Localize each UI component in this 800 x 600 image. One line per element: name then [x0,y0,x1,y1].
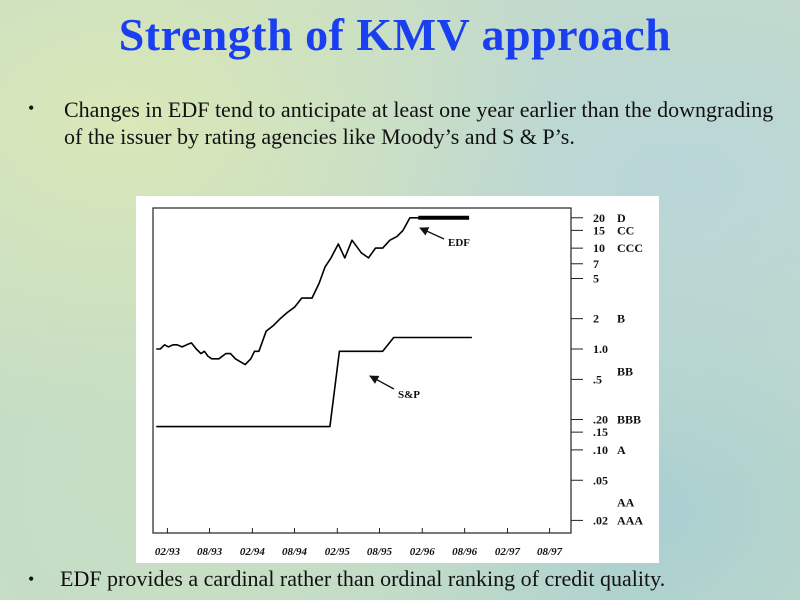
sp-series-label: S&P [398,389,420,401]
x-tick-label: 08/97 [537,546,563,558]
bullet-text: EDF provides a cardinal rather than ordi… [60,566,666,591]
y-tick-label: 20 [593,211,605,225]
rating-label: BBB [617,413,641,427]
x-tick-label: 08/96 [452,546,478,558]
x-tick-label: 02/96 [410,546,436,558]
y-tick-label: 2 [593,312,599,326]
y-tick-label: 1.0 [593,342,608,356]
x-tick-label: 08/95 [367,546,393,558]
x-tick-label: 02/95 [325,546,351,558]
x-tick-label: 02/97 [495,546,521,558]
slide-title: Strength of KMV approach [118,9,672,60]
rating-label: CC [617,223,634,237]
rating-label: B [617,312,625,326]
y-tick-label: .20 [593,413,608,427]
x-tick-label: 02/94 [240,546,266,558]
bullet-text: Changes in EDF tend to anticipate at lea… [64,97,774,149]
x-tick-label: 08/94 [282,546,308,558]
sp-arrow [369,375,395,390]
edf-series-label: EDF [448,237,470,249]
y-tick-label: 15 [593,223,605,237]
y-tick-label: 5 [593,272,599,286]
chart-svg: 02/93 08/93 02/94 08/94 02/95 08/95 02/96 08/96… [152,207,643,558]
y-tick-label: 10 [593,241,605,255]
bullet-item: • EDF provides a cardinal rather than or… [28,566,798,592]
y-tick-label: .15 [593,425,608,439]
rating-label: AA [617,496,635,510]
x-tick-label: 08/93 [197,546,223,558]
rating-label: CCC [617,241,643,255]
bullet-item: • Changes in EDF tend to anticipate at l… [28,96,788,150]
rating-label: D [617,211,626,225]
y-tick-label: .05 [593,473,608,487]
plot-frame [152,207,572,534]
bullet-symbol: • [28,98,35,118]
rating-label: AAA [617,513,643,527]
x-tick-label: 02/93 [155,546,181,558]
y-tick-label: .10 [593,443,608,457]
edf-chart: 02/93 08/93 02/94 08/94 02/95 08/95 02/96 08/96… [136,196,659,563]
y-tick-label: 7 [593,257,599,271]
y-tick-label: .5 [593,372,602,386]
edf-arrow [419,227,445,240]
sp-line [156,336,472,428]
y-tick-label: .02 [593,513,608,527]
bullet-symbol: • [28,569,35,589]
edf-line [156,217,470,366]
rating-label: A [617,443,626,457]
rating-label: BB [617,364,633,378]
